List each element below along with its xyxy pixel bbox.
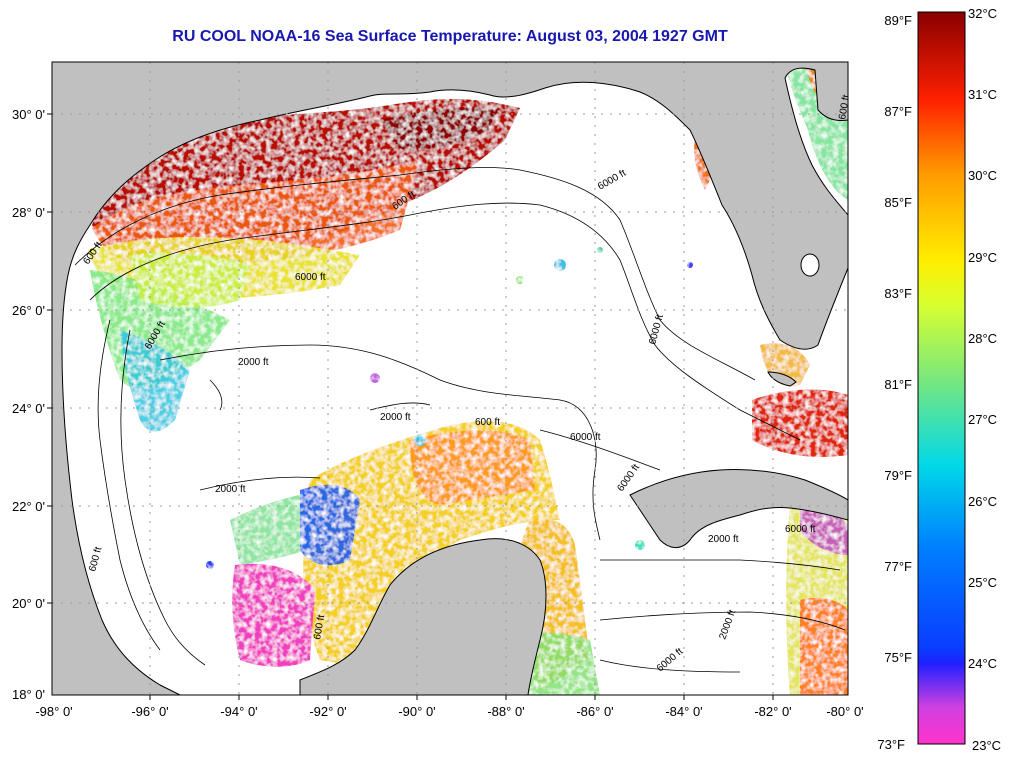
temperature-colorbar: 89°F 87°F 85°F 83°F 81°F 79°F 77°F 75°F … bbox=[877, 6, 1001, 753]
colorbar-f-label: 77°F bbox=[884, 559, 912, 574]
colorbar-c-label: 26°C bbox=[968, 494, 997, 509]
lat-tick-label: 30° 0' bbox=[12, 107, 45, 122]
contour-label: 600 ft bbox=[312, 614, 327, 641]
colorbar-c-label: 28°C bbox=[968, 331, 997, 346]
map-title: RU COOL NOAA-16 Sea Surface Temperature:… bbox=[172, 28, 728, 45]
lon-tick-label: -98° 0' bbox=[35, 704, 72, 719]
colorbar-c-label: 32°C bbox=[968, 6, 997, 21]
lon-tick-label: -96° 0' bbox=[131, 704, 168, 719]
colorbar-c-label: 31°C bbox=[968, 87, 997, 102]
contour-label: 600 ft bbox=[837, 94, 852, 121]
lat-tick-label: 28° 0' bbox=[12, 205, 45, 220]
longitude-axis-labels: -98° 0' -96° 0' -94° 0' -92° 0' -90° 0' … bbox=[35, 704, 863, 719]
lat-tick-label: 18° 0' bbox=[12, 687, 45, 702]
graticule bbox=[52, 62, 848, 695]
colorbar-c-label: 27°C bbox=[968, 412, 997, 427]
colorbar-c-label: 30°C bbox=[968, 168, 997, 183]
contour-label: 2000 ft bbox=[708, 534, 739, 545]
lat-tick-label: 20° 0' bbox=[12, 596, 45, 611]
colorbar-c-label: 29°C bbox=[968, 250, 997, 265]
contour-label: 6000 ft bbox=[570, 432, 601, 443]
lat-tick-label: 26° 0' bbox=[12, 303, 45, 318]
contour-label: 2000 ft bbox=[215, 484, 246, 495]
lon-tick-label: -84° 0' bbox=[665, 704, 702, 719]
lon-tick-label: -88° 0' bbox=[487, 704, 524, 719]
colorbar-f-label: 75°F bbox=[884, 650, 912, 665]
colorbar-gradient bbox=[917, 11, 966, 745]
colorbar-c-label: 25°C bbox=[968, 575, 997, 590]
lon-tick-label: -82° 0' bbox=[754, 704, 791, 719]
lat-tick-label: 22° 0' bbox=[12, 499, 45, 514]
lon-tick-label: -94° 0' bbox=[220, 704, 257, 719]
colorbar-c-label: 24°C bbox=[968, 656, 997, 671]
lon-tick-label: -80° 0' bbox=[826, 704, 863, 719]
contour-label: 2000 ft bbox=[238, 357, 269, 368]
lon-tick-label: -92° 0' bbox=[309, 704, 346, 719]
colorbar-f-label: 83°F bbox=[884, 286, 912, 301]
sst-data-layer bbox=[88, 62, 848, 695]
colorbar-f-label: 81°F bbox=[884, 377, 912, 392]
contour-label: 2000 ft bbox=[380, 412, 411, 423]
land-layer bbox=[52, 62, 848, 695]
colorbar-c-label: 23°C bbox=[972, 738, 1001, 753]
axis-ticks bbox=[47, 113, 774, 700]
latitude-axis-labels: 30° 0' 28° 0' 26° 0' 24° 0' 22° 0' 20° 0… bbox=[12, 107, 45, 702]
lon-tick-label: -90° 0' bbox=[398, 704, 435, 719]
contour-label: 6000 ft bbox=[785, 524, 816, 535]
contour-label: 600 ft bbox=[475, 417, 500, 428]
colorbar-f-label: 73°F bbox=[877, 737, 905, 752]
contour-label: 6000 ft bbox=[295, 272, 326, 283]
colorbar-f-label: 89°F bbox=[884, 13, 912, 28]
colorbar-f-label: 87°F bbox=[884, 104, 912, 119]
colorbar-f-label: 85°F bbox=[884, 195, 912, 210]
lon-tick-label: -86° 0' bbox=[576, 704, 613, 719]
bathymetry-contours bbox=[74, 167, 846, 673]
map-frame bbox=[51, 61, 849, 696]
colorbar-f-label: 79°F bbox=[884, 468, 912, 483]
lat-tick-label: 24° 0' bbox=[12, 401, 45, 416]
